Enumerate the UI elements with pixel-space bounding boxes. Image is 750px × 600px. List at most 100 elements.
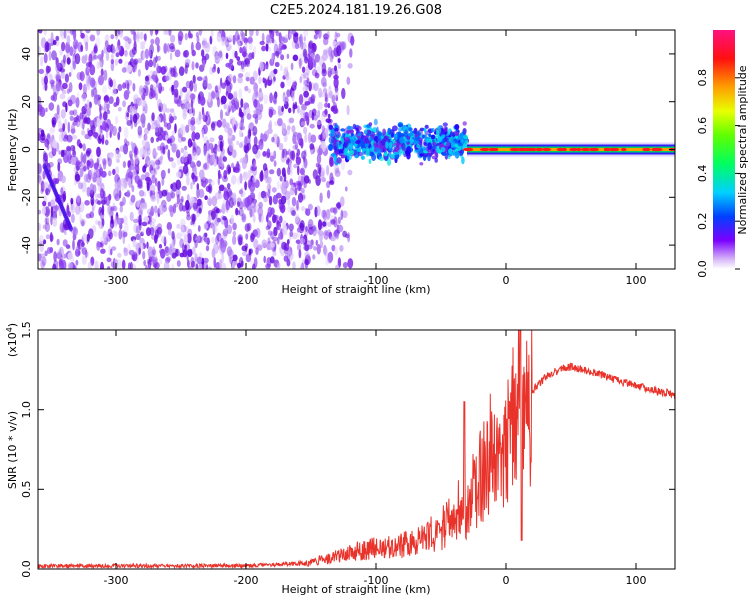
noise-blob	[302, 85, 309, 93]
noise-blob	[130, 141, 134, 147]
noise-blob	[222, 230, 228, 239]
noise-blob	[156, 63, 160, 74]
colorbar-tick-label-3: 0.6	[696, 117, 709, 135]
noise-blob	[307, 203, 313, 211]
noise-blob	[180, 195, 184, 203]
noise-blob	[323, 229, 330, 240]
signal-blob	[454, 151, 460, 159]
signal-blob	[462, 121, 467, 126]
noise-blob	[70, 213, 75, 223]
noise-blob	[149, 160, 156, 167]
edge-streak	[68, 225, 73, 232]
noise-blob	[90, 50, 96, 61]
noise-blob	[207, 178, 213, 184]
noise-blob	[132, 239, 136, 248]
tone-peak	[537, 147, 543, 152]
noise-blob	[327, 103, 331, 109]
noise-blob	[48, 161, 54, 168]
noise-blob	[207, 155, 210, 164]
noise-blob	[107, 204, 111, 216]
noise-blob	[330, 236, 336, 242]
noise-blob	[147, 258, 152, 269]
noise-blob	[180, 125, 186, 136]
signal-blob	[401, 150, 405, 156]
noise-blob	[110, 58, 115, 65]
signal-blob	[431, 128, 435, 133]
noise-blob	[87, 261, 93, 269]
noise-blob	[93, 94, 99, 105]
noise-blob	[129, 105, 134, 116]
noise-blob	[106, 109, 111, 115]
noise-blob	[122, 82, 127, 89]
noise-blob	[292, 81, 297, 87]
noise-blob	[232, 34, 236, 45]
noise-blob	[308, 81, 312, 92]
noise-blob	[45, 188, 50, 196]
noise-blob	[42, 200, 47, 207]
noise-blob	[49, 199, 56, 209]
signal-blob	[365, 124, 372, 128]
signal-blob	[397, 127, 403, 132]
noise-blob	[310, 98, 313, 104]
noise-blob	[234, 30, 239, 42]
noise-blob	[122, 143, 129, 155]
signal-blob	[336, 157, 342, 164]
noise-blob	[63, 153, 69, 164]
noise-blob	[201, 128, 205, 139]
noise-blob	[340, 209, 344, 221]
noise-blob	[215, 262, 221, 269]
noise-blob	[166, 138, 172, 144]
noise-blob	[183, 49, 189, 58]
noise-blob	[55, 72, 61, 81]
noise-blob	[312, 224, 317, 237]
noise-blob	[248, 41, 253, 51]
noise-blob	[82, 143, 86, 152]
noise-blob	[159, 127, 163, 136]
noise-blob	[65, 41, 71, 54]
noise-blob	[210, 30, 214, 39]
noise-blob	[63, 30, 67, 39]
noise-blob	[146, 241, 149, 249]
noise-blob	[273, 160, 277, 167]
noise-blob	[208, 266, 212, 269]
tone-peak	[576, 147, 581, 152]
noise-blob	[221, 252, 224, 264]
signal-blob	[364, 137, 370, 144]
noise-blob	[241, 159, 247, 170]
signal-blob	[333, 122, 337, 127]
noise-blob	[163, 30, 167, 36]
noise-blob	[72, 239, 75, 251]
tone-peak	[541, 147, 552, 152]
tone-peak	[605, 147, 611, 152]
snr-x-tick-label-3: 0	[503, 574, 510, 587]
noise-blob	[297, 165, 300, 176]
noise-blob	[283, 255, 288, 262]
noise-blob	[295, 239, 301, 245]
noise-blob	[335, 234, 339, 240]
noise-blob	[138, 189, 145, 197]
noise-blob	[334, 246, 338, 256]
spectrogram-y-tick-label-2: 0	[20, 146, 33, 153]
noise-blob	[347, 258, 354, 269]
noise-blob	[255, 247, 259, 256]
noise-blob	[105, 51, 110, 62]
noise-blob	[327, 221, 332, 227]
noise-blob	[252, 125, 258, 136]
noise-blob	[308, 56, 313, 63]
tone-peak	[561, 147, 567, 152]
signal-blob	[330, 128, 336, 137]
noise-blob	[56, 238, 60, 246]
noise-blob	[75, 115, 81, 123]
noise-blob	[259, 103, 264, 113]
noise-blob	[96, 30, 101, 36]
noise-blob	[173, 80, 179, 89]
noise-blob	[212, 223, 218, 234]
noise-blob	[272, 236, 278, 242]
noise-blob	[320, 170, 325, 182]
noise-blob	[207, 215, 213, 222]
noise-blob	[136, 31, 140, 40]
noise-blob	[220, 36, 226, 47]
noise-blob	[74, 173, 81, 182]
noise-blob	[265, 43, 269, 52]
noise-blob	[303, 36, 306, 42]
